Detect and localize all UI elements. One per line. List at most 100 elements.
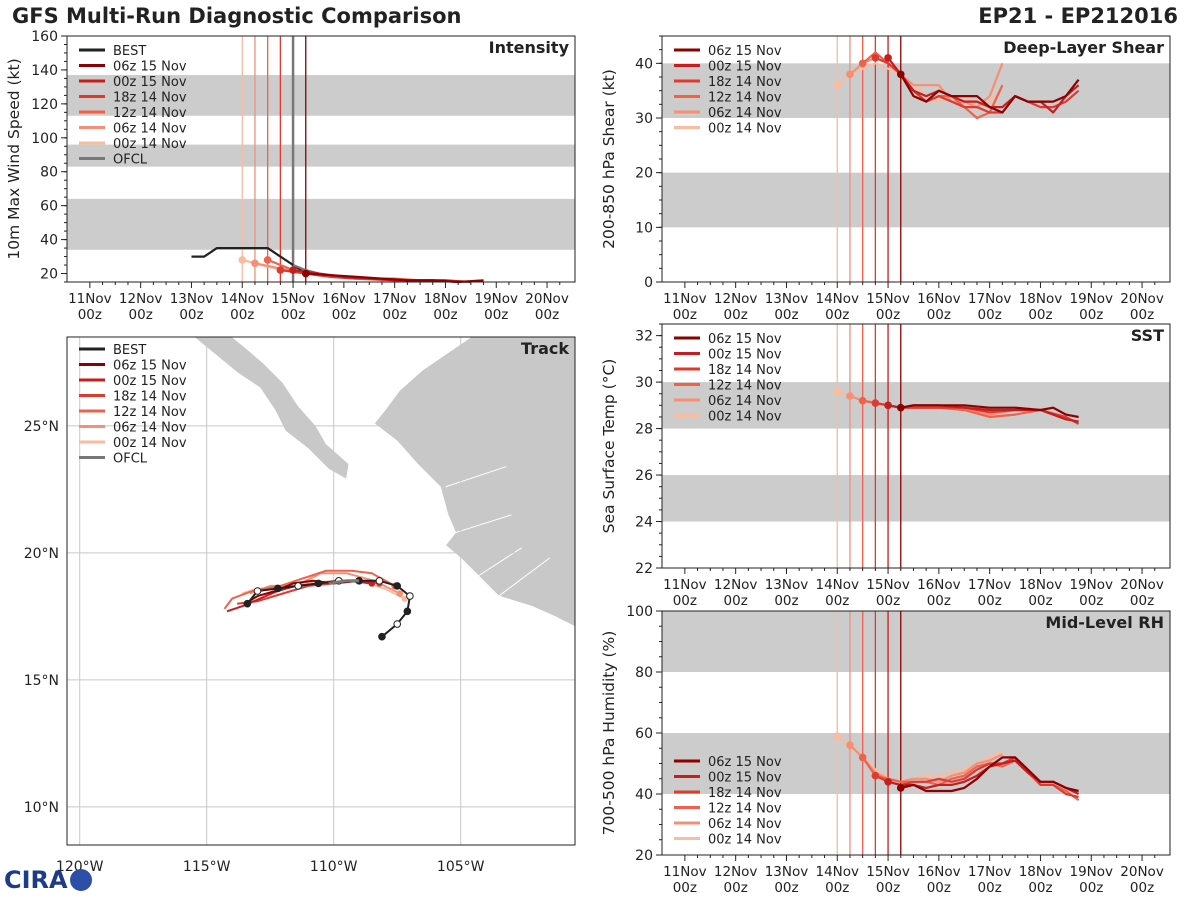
series-line-06z-15-nov bbox=[900, 404, 1079, 419]
x-tick-label: 00z bbox=[230, 307, 254, 323]
x-tick-label: 13Nov bbox=[170, 291, 214, 307]
x-tick-label: 17Nov bbox=[968, 864, 1012, 880]
series-start-point-06z-15-nov bbox=[301, 269, 310, 278]
x-tick-label: 11Nov bbox=[663, 864, 707, 880]
x-tick-label: 00z bbox=[1028, 593, 1052, 609]
x-tick-label: 00z bbox=[484, 307, 508, 323]
y-tick-label: 40 bbox=[635, 787, 653, 803]
best-track-point bbox=[393, 620, 402, 628]
legend-label-best: BEST bbox=[113, 343, 146, 358]
legend-label-06z-14-nov: 06z 14 Nov bbox=[708, 106, 782, 121]
y-tick-label: 80 bbox=[635, 665, 653, 681]
x-tick-label: 16Nov bbox=[917, 291, 961, 307]
legend-label-12z-14-nov: 12z 14 Nov bbox=[113, 405, 187, 420]
lon-tick-label: 120°W bbox=[56, 859, 104, 875]
state-border bbox=[445, 466, 507, 488]
best-track-point bbox=[403, 607, 412, 616]
legend-label-ofcl: OFCL bbox=[113, 452, 148, 467]
x-tick-label: 00z bbox=[825, 593, 849, 609]
x-tick-label: 19Nov bbox=[1069, 864, 1113, 880]
plot-frame bbox=[66, 35, 576, 283]
y-tick-label: 10 bbox=[635, 220, 653, 236]
x-tick-label: 00z bbox=[978, 307, 1002, 323]
y-axis-label: Sea Surface Temp (°C) bbox=[600, 359, 618, 534]
shade-band bbox=[662, 475, 1170, 522]
storm-id: EP21 - EP212016 bbox=[978, 4, 1178, 28]
panel-title: Intensity bbox=[489, 38, 570, 57]
y-axis-label: 10m Max Wind Speed (kt) bbox=[5, 58, 23, 259]
y-tick-label: 20 bbox=[635, 848, 653, 864]
plot-frame bbox=[661, 323, 1171, 569]
series-start-point-06z-15-nov bbox=[896, 784, 905, 792]
x-tick-label: 13Nov bbox=[765, 291, 809, 307]
x-tick-label: 16Nov bbox=[917, 864, 961, 880]
best-track-point bbox=[253, 587, 262, 595]
x-tick-label: 13Nov bbox=[765, 577, 809, 593]
x-tick-label: 20Nov bbox=[1120, 577, 1164, 593]
shade-band bbox=[67, 75, 575, 116]
x-tick-label: 00z bbox=[1079, 307, 1103, 323]
series-line-00z-15-nov bbox=[887, 57, 1080, 114]
y-tick-label: 80 bbox=[40, 165, 58, 181]
x-tick-label: 00z bbox=[1079, 880, 1103, 896]
y-axis-label: 200-850 hPa Shear (kt) bbox=[600, 69, 618, 249]
panel-rh: 2040608010011Nov00z12Nov00z13Nov00z14Nov… bbox=[600, 604, 1171, 896]
x-tick-label: 00z bbox=[927, 593, 951, 609]
y-tick-label: 100 bbox=[31, 131, 58, 147]
shade-band bbox=[67, 144, 575, 167]
cira-logo-text: CIRA bbox=[4, 866, 68, 894]
y-tick-label: 24 bbox=[635, 515, 653, 531]
shade-band bbox=[67, 198, 575, 250]
series-start-point-12z-14-nov bbox=[858, 59, 867, 68]
x-tick-label: 00z bbox=[1079, 593, 1103, 609]
x-tick-label: 14Nov bbox=[815, 577, 859, 593]
x-tick-label: 00z bbox=[332, 307, 356, 323]
x-tick-label: 00z bbox=[825, 880, 849, 896]
series-start-point-00z-14-nov bbox=[238, 256, 247, 264]
best-track-point bbox=[274, 584, 282, 593]
panel-intensity: 2040608010012014016011Nov00z12Nov00z13No… bbox=[5, 29, 576, 323]
x-tick-label: 00z bbox=[129, 307, 153, 323]
legend-label-00z-14-nov: 00z 14 Nov bbox=[708, 122, 782, 137]
best-track-point bbox=[393, 582, 402, 590]
x-tick-label: 11Nov bbox=[663, 577, 707, 593]
shade-band bbox=[662, 611, 1170, 672]
legend-label-06z-15-nov: 06z 15 Nov bbox=[708, 44, 782, 59]
legend-label-00z-14-nov: 00z 14 Nov bbox=[708, 833, 782, 848]
x-tick-label: 16Nov bbox=[322, 291, 366, 307]
best-track-point bbox=[314, 579, 323, 588]
legend-label-18z-14-nov: 18z 14 Nov bbox=[708, 786, 782, 801]
series-start-point-18z-14-nov bbox=[871, 771, 880, 780]
lat-tick-label: 10°N bbox=[24, 800, 59, 816]
series-start-point-00z-14-nov bbox=[833, 732, 842, 740]
series-start-point-06z-15-nov bbox=[896, 403, 905, 412]
lon-tick-label: 105°W bbox=[437, 859, 485, 875]
best-track-point bbox=[375, 577, 384, 585]
panel-sst: 22242628303211Nov00z12Nov00z13Nov00z14No… bbox=[600, 323, 1171, 609]
y-tick-label: 20 bbox=[40, 267, 58, 283]
y-tick-label: 160 bbox=[31, 29, 58, 45]
track-start-point-06z-14-nov bbox=[396, 590, 404, 597]
panel-title: SST bbox=[1131, 326, 1164, 345]
series-start-point-06z-14-nov bbox=[846, 741, 854, 749]
panel-shear: 01020304011Nov00z12Nov00z13Nov00z14Nov00… bbox=[600, 35, 1171, 323]
y-tick-label: 28 bbox=[635, 422, 653, 438]
x-tick-label: 14Nov bbox=[815, 864, 859, 880]
x-tick-label: 00z bbox=[383, 307, 407, 323]
state-border bbox=[455, 514, 512, 534]
series-start-point-18z-14-nov bbox=[871, 54, 880, 62]
x-tick-label: 00z bbox=[1130, 593, 1154, 609]
x-tick-label: 20Nov bbox=[525, 291, 569, 307]
x-tick-label: 19Nov bbox=[474, 291, 518, 307]
lon-tick-label: 115°W bbox=[183, 859, 231, 875]
y-tick-label: 60 bbox=[635, 726, 653, 742]
legend-label-06z-15-nov: 06z 15 Nov bbox=[113, 60, 187, 75]
x-tick-label: 11Nov bbox=[68, 291, 112, 307]
y-tick-label: 120 bbox=[31, 97, 58, 113]
legend-label-18z-14-nov: 18z 14 Nov bbox=[113, 91, 187, 106]
series-start-point-00z-15-nov bbox=[884, 54, 892, 62]
shade-band bbox=[662, 172, 1170, 228]
series-start-point-00z-15-nov bbox=[289, 266, 297, 274]
x-tick-label: 00z bbox=[724, 880, 748, 896]
panel-title: Mid-Level RH bbox=[1045, 613, 1164, 632]
